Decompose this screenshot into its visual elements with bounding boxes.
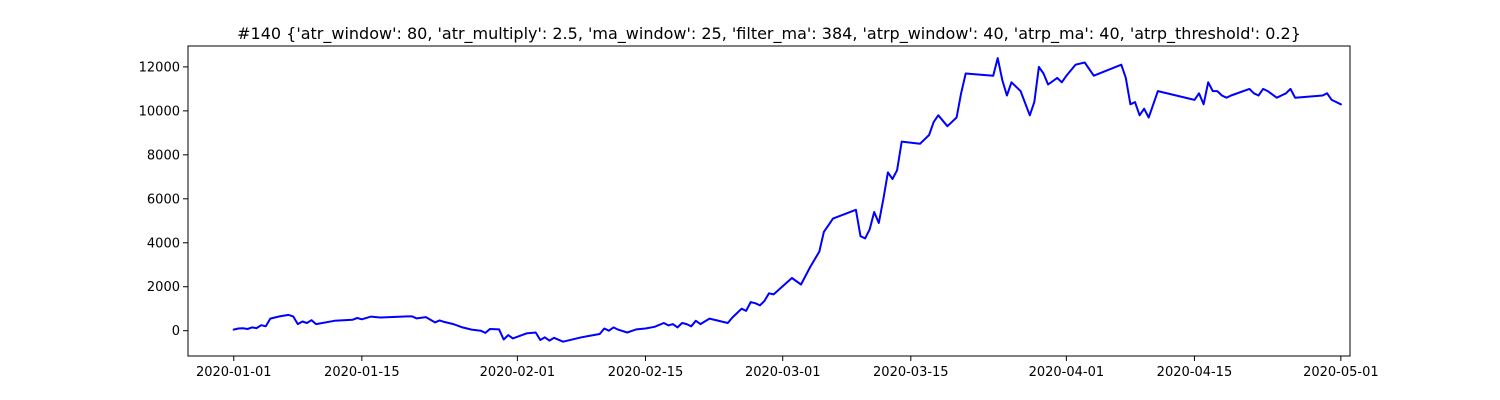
y-tick-label: 2000 bbox=[147, 280, 180, 295]
x-tick-label: 2020-05-01 bbox=[1303, 365, 1379, 380]
x-tick-label: 2020-02-01 bbox=[480, 365, 556, 380]
y-axis-ticks: 0 2000 4000 6000 8000 10000 12000 bbox=[139, 60, 188, 339]
y-tick-label: 4000 bbox=[147, 236, 180, 251]
x-tick-label: 2020-03-01 bbox=[745, 365, 821, 380]
x-axis-ticks: 2020-01-01 2020-01-15 2020-02-01 2020-02-15… bbox=[196, 356, 1379, 380]
x-tick-label: 2020-02-15 bbox=[608, 365, 684, 380]
x-tick-label: 2020-03-15 bbox=[873, 365, 949, 380]
chart-title: #140 {'atr_window': 80, 'atr_multiply': … bbox=[237, 24, 1301, 44]
y-tick-label: 0 bbox=[172, 324, 180, 339]
y-tick-label: 6000 bbox=[147, 192, 180, 207]
x-tick-label: 2020-01-01 bbox=[196, 365, 272, 380]
plot-frame bbox=[187, 45, 1351, 357]
x-tick-label: 2020-04-01 bbox=[1029, 365, 1105, 380]
y-tick-label: 10000 bbox=[139, 104, 180, 119]
y-tick-label: 12000 bbox=[139, 60, 180, 75]
x-tick-label: 2020-01-15 bbox=[324, 365, 400, 380]
x-tick-label: 2020-04-15 bbox=[1157, 365, 1233, 380]
equity-series-line bbox=[232, 57, 1342, 343]
y-tick-label: 8000 bbox=[147, 148, 180, 163]
